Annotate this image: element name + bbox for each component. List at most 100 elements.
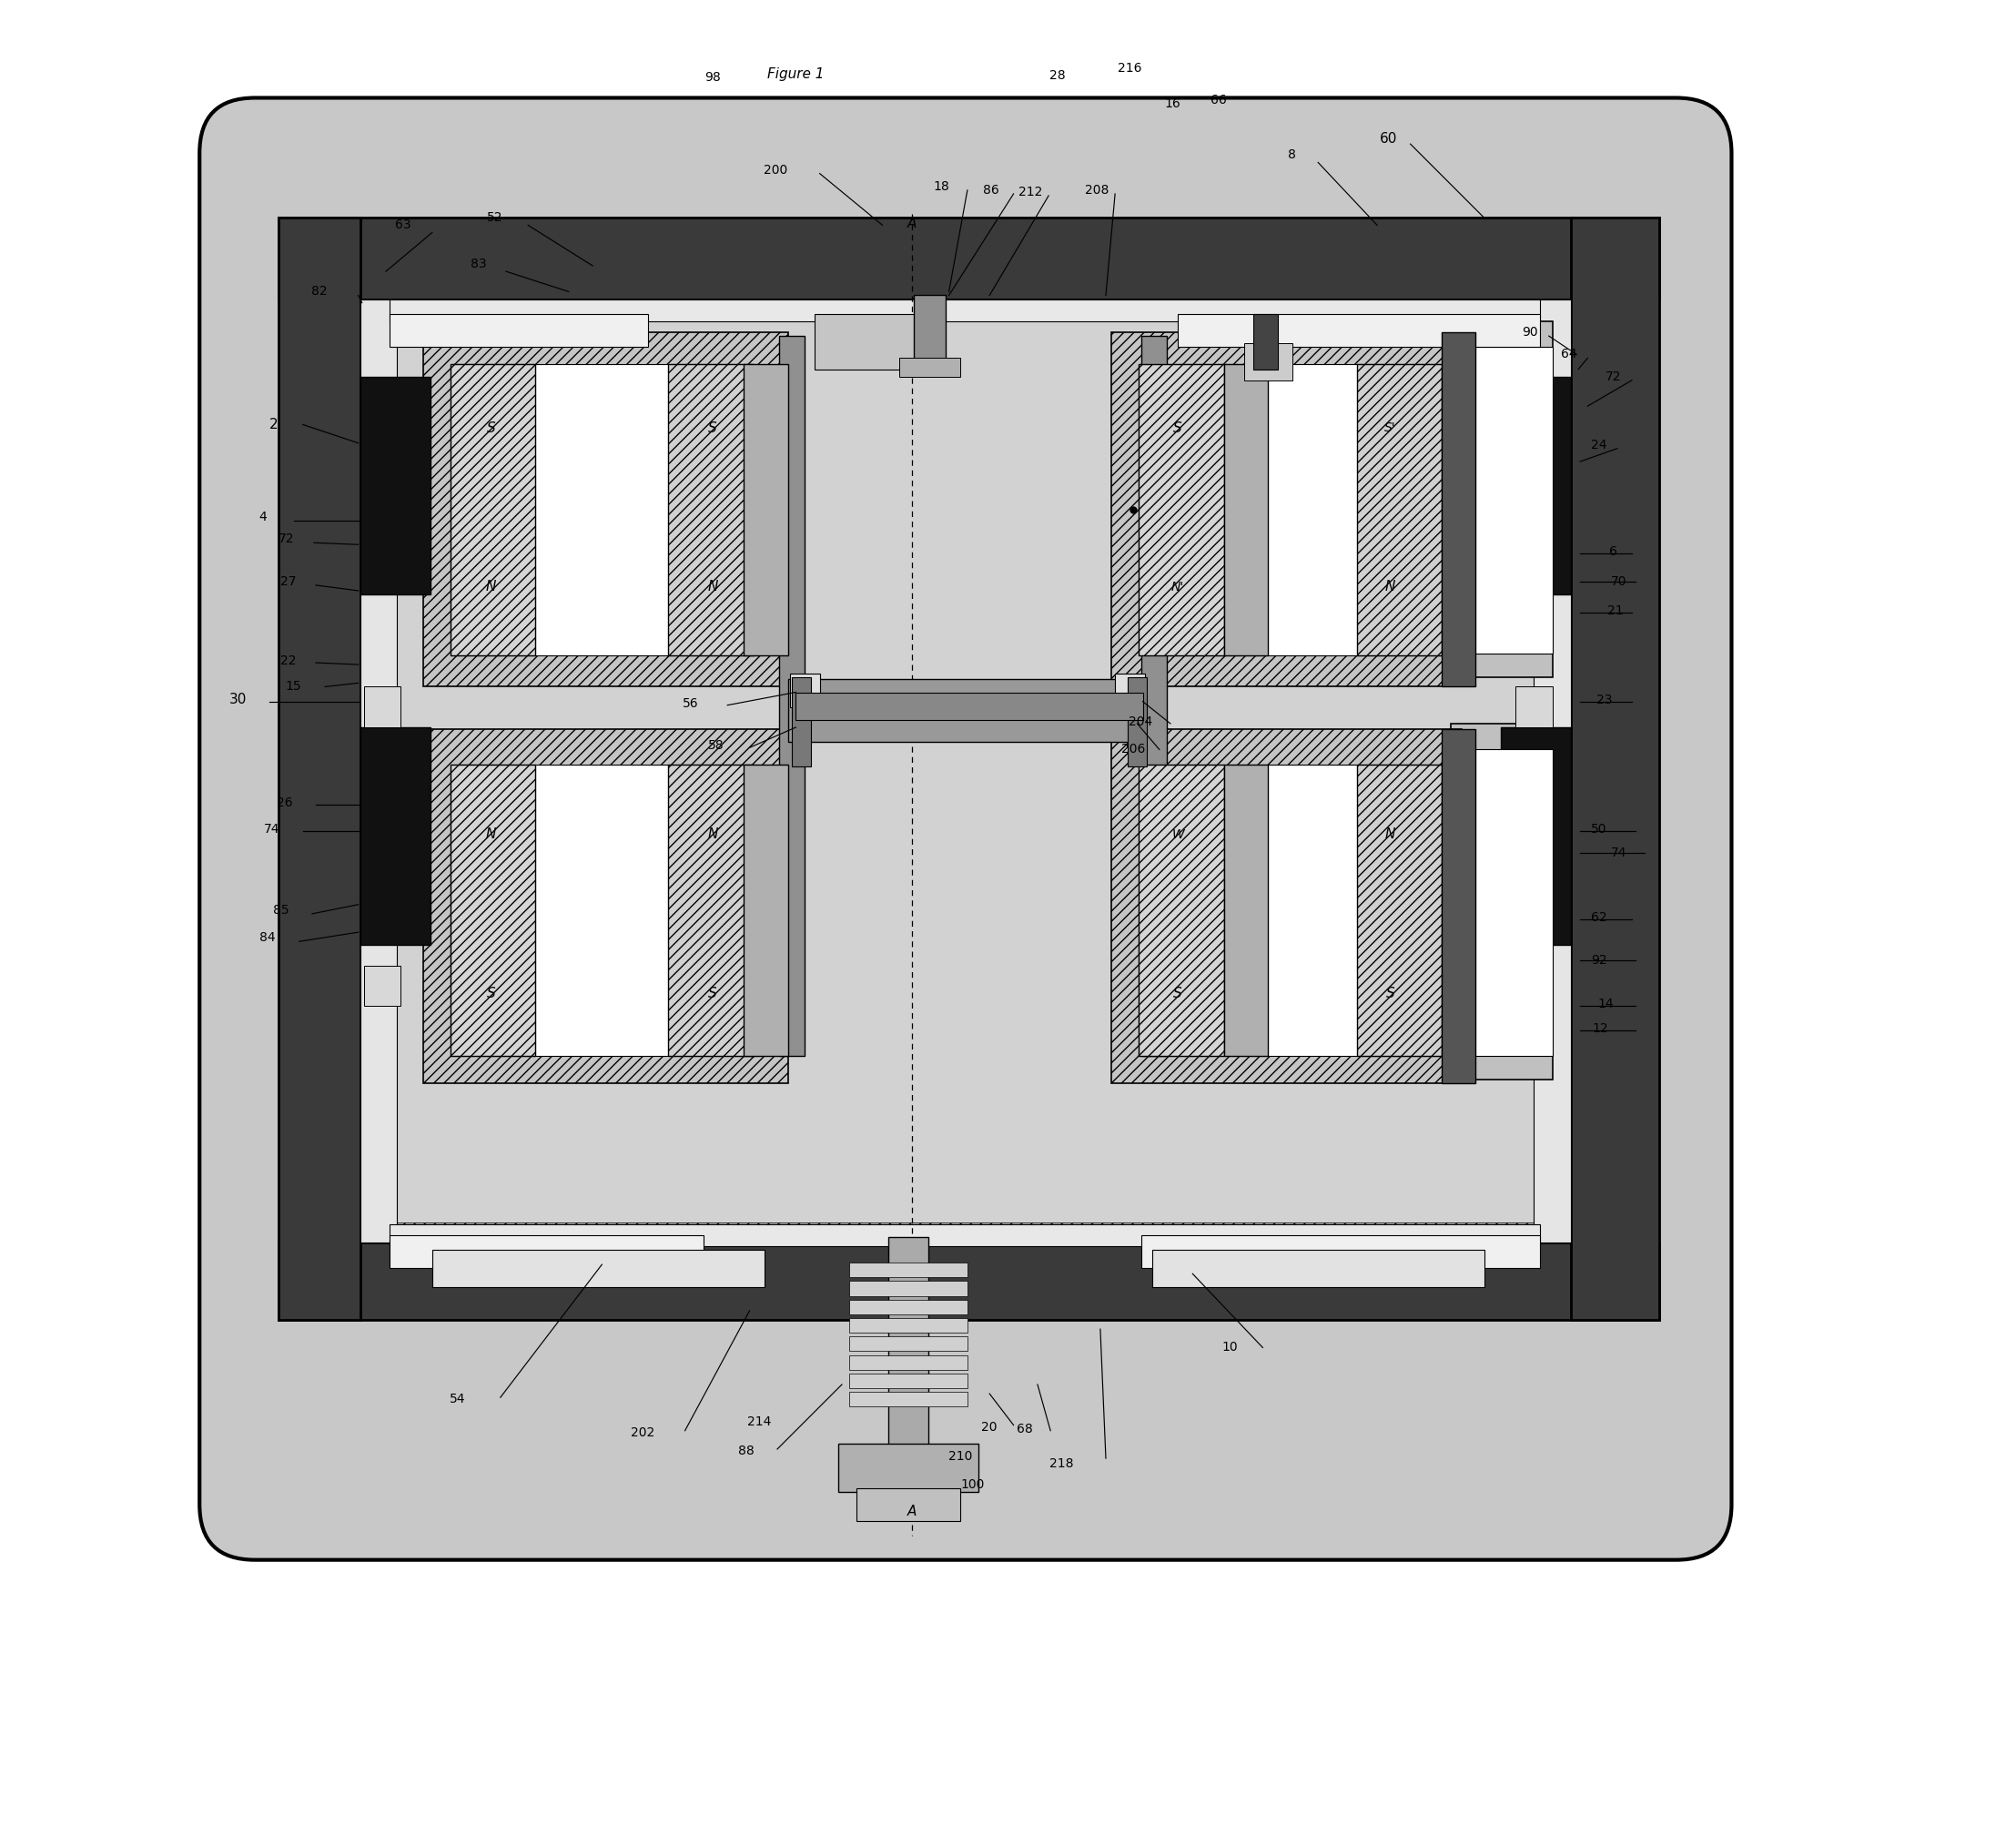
Bar — [849, 1373, 968, 1388]
Bar — [431, 1250, 764, 1287]
Text: 66: 66 — [1210, 94, 1226, 105]
Bar — [1474, 347, 1552, 653]
Text: 72: 72 — [278, 533, 294, 545]
Bar — [792, 677, 810, 766]
Bar — [389, 299, 1540, 321]
Text: 74: 74 — [1611, 847, 1627, 858]
Text: 92: 92 — [1591, 954, 1607, 965]
Bar — [1474, 749, 1552, 1056]
Bar — [669, 764, 754, 1056]
Bar — [849, 1355, 968, 1370]
Text: 210: 210 — [948, 1451, 972, 1462]
Bar — [363, 965, 401, 1006]
Text: 63: 63 — [395, 220, 411, 231]
Text: 50: 50 — [1591, 823, 1607, 834]
Text: 28: 28 — [1050, 70, 1066, 81]
FancyBboxPatch shape — [200, 98, 1732, 1560]
Bar — [849, 1300, 968, 1314]
Bar — [788, 679, 1143, 742]
Bar — [1441, 729, 1476, 1084]
Text: 68: 68 — [1016, 1423, 1032, 1434]
Bar — [361, 299, 397, 1242]
Text: 12: 12 — [1593, 1023, 1609, 1034]
Bar — [1244, 343, 1292, 380]
Bar — [450, 364, 536, 655]
Bar — [1452, 724, 1552, 1080]
Bar — [361, 727, 429, 945]
Bar — [1139, 364, 1224, 655]
Bar — [1570, 218, 1659, 1320]
Text: 74: 74 — [264, 823, 280, 834]
Text: 82: 82 — [312, 286, 327, 297]
Bar — [1111, 729, 1462, 1084]
Bar — [363, 687, 401, 727]
Text: 212: 212 — [1018, 186, 1042, 198]
Text: 52: 52 — [488, 212, 502, 223]
Bar — [1141, 1235, 1540, 1268]
Bar — [913, 295, 946, 369]
Text: 88: 88 — [738, 1445, 754, 1456]
Bar — [887, 1237, 929, 1477]
Text: 60: 60 — [1379, 131, 1397, 146]
Text: S: S — [486, 421, 496, 436]
Bar — [899, 358, 960, 377]
Text: 208: 208 — [1085, 185, 1109, 196]
Text: 100: 100 — [962, 1479, 986, 1490]
Text: 83: 83 — [470, 258, 486, 270]
Text: N: N — [708, 827, 718, 842]
Text: 58: 58 — [708, 740, 724, 751]
Bar — [849, 1263, 968, 1277]
Bar — [669, 364, 754, 655]
Text: 6: 6 — [1609, 546, 1617, 557]
Bar — [389, 1235, 704, 1268]
Bar — [796, 692, 1143, 720]
Bar — [1534, 299, 1570, 1242]
Text: 204: 204 — [1129, 716, 1153, 727]
Bar — [849, 1337, 968, 1351]
Bar — [1441, 332, 1476, 687]
Bar — [389, 1224, 1540, 1246]
Bar — [1500, 377, 1570, 594]
Bar — [839, 1444, 978, 1492]
Text: 20: 20 — [982, 1421, 998, 1432]
Bar — [278, 218, 1659, 299]
Text: N': N' — [1171, 581, 1183, 593]
Text: 206: 206 — [1121, 744, 1145, 755]
Text: N: N — [1385, 580, 1395, 594]
Text: 18: 18 — [933, 181, 950, 192]
Bar — [1516, 687, 1552, 727]
Bar — [423, 332, 788, 687]
Text: S': S' — [1385, 423, 1395, 434]
Text: 23: 23 — [1597, 694, 1613, 705]
Text: 98: 98 — [706, 72, 722, 83]
Text: 62: 62 — [1591, 912, 1607, 923]
Text: 4: 4 — [258, 511, 266, 522]
Bar — [1177, 314, 1540, 347]
Text: 22: 22 — [280, 655, 296, 666]
Text: 85: 85 — [272, 905, 288, 916]
Text: 70: 70 — [1611, 576, 1627, 587]
Text: W: W — [1171, 829, 1183, 840]
Bar — [361, 377, 429, 594]
Text: S: S — [1173, 421, 1181, 436]
Text: N: N — [1385, 827, 1395, 842]
Bar — [1115, 674, 1145, 707]
Bar — [814, 314, 939, 369]
Text: 8: 8 — [1288, 150, 1296, 161]
Bar — [1139, 364, 1447, 655]
Bar — [389, 314, 647, 347]
Bar — [1151, 1250, 1484, 1287]
Bar — [1224, 764, 1268, 1056]
Text: 216: 216 — [1117, 63, 1141, 74]
Text: 26: 26 — [276, 797, 292, 809]
Text: 54: 54 — [450, 1394, 466, 1405]
Text: 24: 24 — [1591, 439, 1607, 450]
Text: 14: 14 — [1599, 999, 1615, 1010]
Bar — [744, 364, 788, 655]
Bar — [1516, 965, 1552, 1006]
Text: 15: 15 — [286, 681, 302, 692]
Text: A: A — [907, 216, 917, 231]
Text: S: S — [708, 421, 718, 436]
Text: 200: 200 — [764, 164, 788, 175]
Text: A: A — [907, 1504, 917, 1519]
